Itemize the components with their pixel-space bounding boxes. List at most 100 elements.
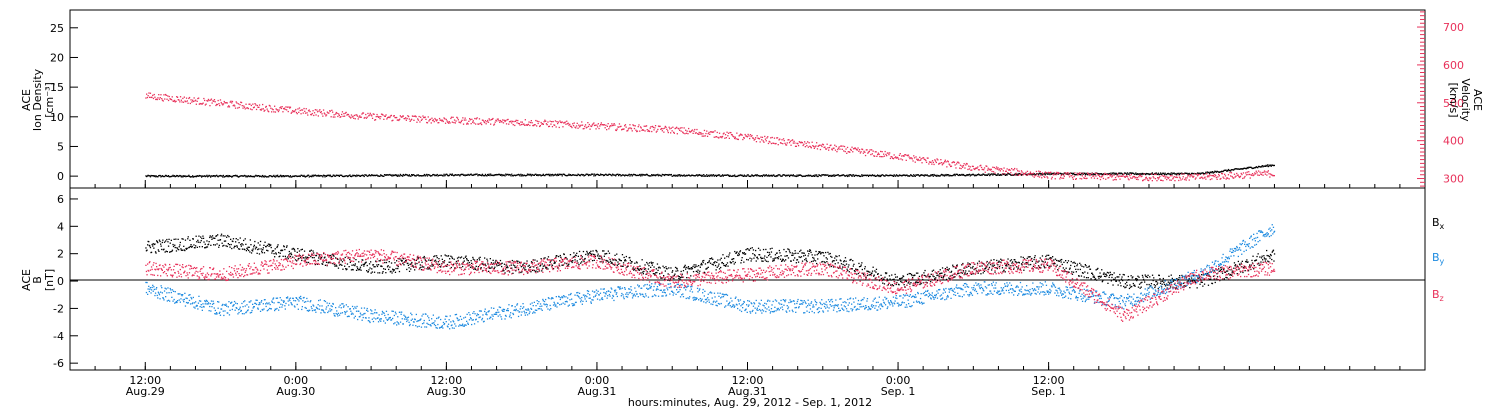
ion-density-point: [601, 174, 603, 176]
ion-density-point: [1170, 172, 1172, 174]
ion-density-point: [1109, 173, 1111, 176]
velocity-point: [189, 102, 191, 105]
ion-density-point: [801, 175, 803, 178]
ion-density-point: [1102, 173, 1105, 175]
bx-point: [1122, 273, 1124, 276]
bx-point: [470, 260, 472, 262]
velocity-point: [1067, 172, 1069, 174]
bx-point: [565, 256, 567, 259]
velocity-point: [828, 149, 830, 151]
bx-point: [646, 271, 648, 273]
bx-point: [1127, 275, 1129, 278]
velocity-point: [650, 126, 652, 128]
ion-density-point: [244, 175, 246, 177]
velocity-point: [937, 159, 939, 161]
velocity-point: [972, 165, 974, 168]
velocity-point: [1269, 173, 1272, 175]
ion-density-point: [202, 175, 204, 177]
bx-point: [349, 258, 351, 261]
ion-density-point: [690, 175, 692, 177]
velocity-point: [150, 96, 152, 99]
ion-density-point: [864, 174, 867, 176]
velocity-point: [576, 122, 578, 124]
ion-density-point: [1121, 173, 1123, 175]
bx-point: [569, 260, 571, 262]
velocity-point: [753, 139, 755, 141]
ion-density-point: [1258, 165, 1260, 168]
bx-point: [334, 265, 336, 267]
velocity-point: [387, 116, 389, 118]
velocity-point: [311, 112, 313, 115]
velocity-point: [645, 125, 647, 127]
bx-point: [1016, 261, 1018, 264]
ion-density-point: [748, 175, 750, 177]
ion-density-point: [959, 174, 961, 176]
bx-point: [622, 262, 625, 264]
ion-density-point: [1150, 173, 1152, 175]
ion-density-point: [278, 176, 280, 178]
bx-point: [764, 259, 766, 261]
ion-density-point: [786, 175, 788, 177]
velocity-point: [546, 124, 548, 126]
ion-density-point: [685, 174, 688, 176]
bx-point: [311, 254, 313, 256]
velocity-point: [823, 146, 825, 149]
velocity-point: [190, 99, 192, 101]
velocity-point: [1193, 173, 1196, 175]
bx-point: [906, 273, 909, 276]
bx-point: [1076, 265, 1078, 267]
ion-density-point: [1059, 172, 1062, 174]
velocity-point: [1106, 174, 1108, 176]
ion-density-point: [983, 174, 986, 176]
bx-point: [355, 269, 358, 271]
velocity-point: [1035, 170, 1038, 173]
bx-point: [237, 239, 239, 241]
velocity-point: [532, 124, 534, 127]
ion-density-point: [458, 174, 460, 176]
ion-density-point: [675, 174, 677, 176]
velocity-point: [1018, 170, 1020, 172]
ion-density-point: [1198, 172, 1200, 174]
ion-density-point: [824, 174, 826, 177]
velocity-point: [590, 125, 593, 128]
bx-point: [1023, 269, 1025, 271]
velocity-point: [1130, 173, 1132, 176]
bx-point: [923, 272, 925, 274]
bx-point: [584, 257, 586, 260]
bx-point: [1103, 272, 1105, 274]
ion-density-point: [967, 174, 969, 177]
velocity-point: [438, 122, 440, 124]
bx-point: [1049, 257, 1051, 259]
bx-point: [376, 265, 379, 268]
bx-point: [389, 266, 391, 268]
velocity-point: [694, 128, 696, 131]
bx-point: [180, 248, 182, 250]
velocity-point: [785, 144, 787, 146]
ion-density-point: [237, 176, 240, 178]
bx-point: [765, 248, 767, 251]
ion-density-point: [374, 174, 376, 177]
ion-density-point: [298, 175, 300, 177]
ion-density-point: [986, 174, 988, 176]
bx-point: [1044, 261, 1046, 263]
ion-density-point: [785, 175, 787, 177]
ion-density-point: [449, 173, 451, 175]
velocity-point: [974, 168, 976, 171]
ion-density-point: [496, 173, 498, 176]
bx-point: [1073, 261, 1075, 263]
bx-point: [634, 262, 636, 264]
ion-density-point: [914, 175, 916, 177]
bx-point: [893, 278, 895, 280]
bx-point: [747, 259, 749, 261]
ion-density-point: [536, 174, 538, 176]
ion-density-point: [423, 174, 425, 177]
bx-point: [835, 259, 838, 261]
velocity-point: [830, 144, 832, 146]
bx-point: [277, 244, 279, 246]
velocity-point: [227, 106, 229, 108]
bx-point: [227, 243, 229, 245]
ion-density-point: [1223, 169, 1225, 172]
bx-point: [1010, 259, 1013, 261]
bx-point: [988, 262, 990, 264]
ion-density-point: [525, 175, 527, 177]
